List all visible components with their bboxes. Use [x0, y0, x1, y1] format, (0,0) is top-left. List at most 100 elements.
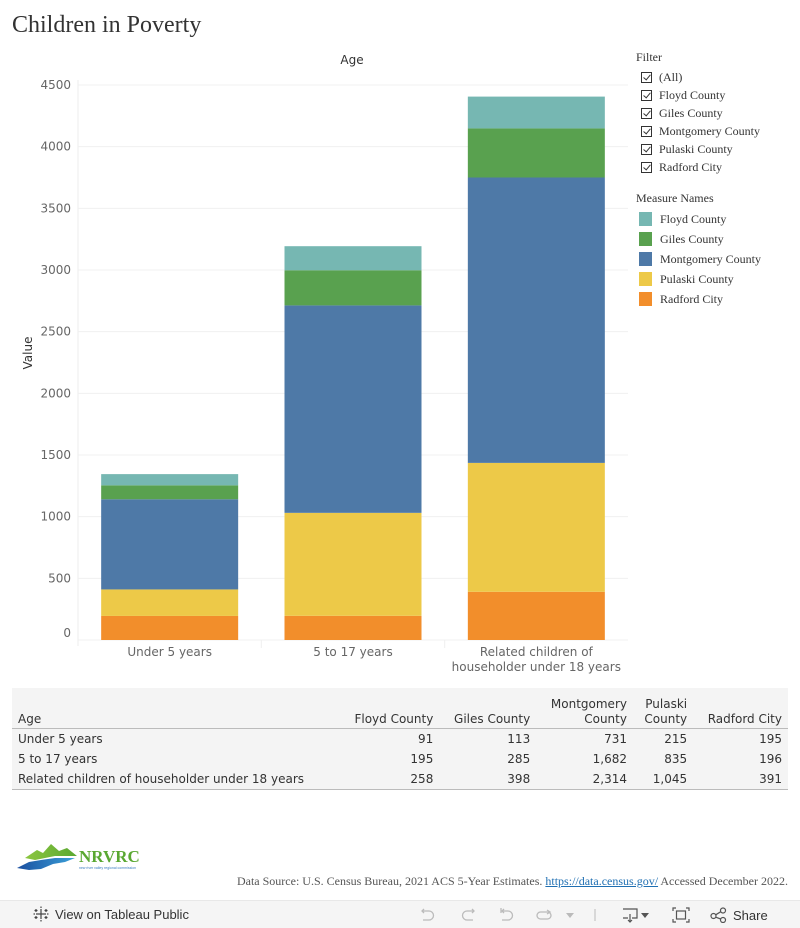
dashboard-title: Children in Poverty [12, 12, 202, 38]
y-tick-label: 0 [63, 626, 71, 640]
filter-item-label: Giles County [659, 105, 723, 120]
logo-text: NRVRC [79, 847, 140, 866]
filter-item[interactable]: Giles County [636, 104, 760, 122]
legend-item-label: Montgomery County [660, 251, 761, 266]
row-label: Related children of householder under 18… [12, 769, 340, 790]
checkbox-checked-icon[interactable] [641, 89, 652, 101]
bar-segment-pulaski-county[interactable] [101, 589, 239, 616]
legend-item-label: Pulaski County [660, 271, 734, 286]
share-button[interactable]: Share [710, 905, 768, 925]
bar-segment-giles-county[interactable] [284, 270, 422, 306]
revert-icon[interactable] [498, 905, 516, 925]
checkbox-checked-icon[interactable] [641, 143, 652, 155]
legend-item[interactable]: Radford City [636, 289, 761, 309]
column-header[interactable]: Floyd County [339, 688, 440, 729]
table-cell: 215 [664, 732, 688, 746]
tableau-logo-icon [33, 906, 49, 922]
bar-segment-montgomery-county[interactable] [467, 177, 605, 463]
y-tick-label: 1500 [40, 448, 71, 462]
refresh-icon[interactable] [535, 905, 555, 925]
legend-item-label: Floyd County [660, 211, 727, 226]
checkbox-checked-icon[interactable] [641, 107, 652, 119]
table-cell: 731 [604, 732, 627, 746]
data-source-note: Data Source: U.S. Census Bureau, 2021 AC… [237, 874, 788, 889]
column-header[interactable]: Pulaski County [632, 688, 694, 729]
row-label: 5 to 17 years [18, 752, 98, 766]
checkbox-checked-icon[interactable] [641, 125, 652, 137]
legend-item-label: Radford City [660, 291, 723, 306]
bar-segment-montgomery-county[interactable] [101, 499, 239, 590]
table-cell: 258 [339, 769, 440, 790]
filter-item-label: Radford City [659, 159, 722, 174]
y-tick-label: 4000 [40, 140, 71, 154]
y-tick-label: 1000 [40, 510, 71, 524]
column-header-line: Pulaski [645, 697, 688, 711]
column-header[interactable]: Radford City [693, 688, 788, 729]
dropdown-arrow-icon[interactable] [565, 905, 575, 925]
legend-item[interactable]: Pulaski County [636, 269, 761, 289]
bar-segment-radford-city[interactable] [467, 591, 605, 640]
bar-stack[interactable] [284, 246, 422, 640]
toolbar-separator [594, 905, 596, 925]
table-row: 5 to 17 years 195 285 1,682 835 196 [12, 749, 788, 769]
bar-segment-radford-city[interactable] [101, 615, 239, 640]
column-header-line: Montgomery [550, 697, 627, 711]
bar-stack[interactable] [467, 96, 605, 640]
legend-item[interactable]: Montgomery County [636, 249, 761, 269]
source-suffix: Accessed December 2022. [658, 874, 788, 888]
bar-segment-pulaski-county[interactable] [284, 512, 422, 616]
checkbox-checked-icon[interactable] [641, 71, 652, 83]
filter-item[interactable]: Pulaski County [636, 140, 760, 158]
x-category-label: Related children of [480, 645, 594, 659]
bar-segment-radford-city[interactable] [284, 615, 422, 640]
x-axis-categories: Under 5 years 5 to 17 years Related childr… [127, 645, 621, 674]
y-axis-ticks: 0 500 1000 1500 2000 2500 3000 3500 4000 4500 [40, 78, 71, 640]
y-tick-label: 500 [48, 571, 71, 585]
x-category-label: 5 to 17 years [313, 645, 392, 659]
stacked-bar-chart: Age Value 0 500 1000 1500 2000 2500 3000 3500 40… [21, 53, 628, 674]
bar-segment-montgomery-county[interactable] [284, 305, 422, 513]
bar-segment-giles-county[interactable] [101, 485, 239, 500]
legend-header: Measure Names [636, 191, 714, 205]
x-category-label: householder under 18 years [452, 660, 621, 674]
table-row: Under 5 years 91 113 731 215 195 [12, 729, 788, 750]
bars [101, 96, 605, 640]
bar-segment-floyd-county[interactable] [467, 96, 605, 129]
table-cell: 1,682 [592, 752, 627, 766]
filter-item-label: Pulaski County [659, 141, 733, 156]
filter-item[interactable]: Floyd County [636, 86, 760, 104]
table-cell: 195 [410, 752, 434, 766]
bar-stack[interactable] [101, 474, 239, 640]
x-axis-title: Age [340, 53, 363, 67]
undo-icon[interactable] [419, 905, 437, 925]
source-link[interactable]: https://data.census.gov/ [545, 874, 659, 888]
legend-item[interactable]: Floyd County [636, 209, 761, 229]
legend-item[interactable]: Giles County [636, 229, 761, 249]
table-cell: 196 [759, 752, 782, 766]
column-header[interactable]: Montgomery County [536, 688, 633, 729]
download-icon[interactable] [621, 905, 651, 925]
column-header-line: Giles County [454, 712, 531, 726]
filter-header: Filter [636, 50, 662, 64]
bar-segment-floyd-county[interactable] [101, 474, 239, 486]
logo-tagline: new river valley regional commission [79, 866, 136, 870]
filter-item[interactable]: Radford City [636, 158, 760, 176]
redo-icon[interactable] [459, 905, 477, 925]
legend-swatch [639, 292, 652, 306]
fullscreen-icon[interactable] [672, 905, 690, 925]
filter-item[interactable]: (All) [636, 68, 760, 86]
legend-panel: Measure Names Floyd County Giles County Mo… [636, 191, 761, 309]
filter-item-label: Floyd County [659, 87, 726, 102]
filter-item[interactable]: Montgomery County [636, 122, 760, 140]
bar-segment-giles-county[interactable] [467, 128, 605, 178]
bar-segment-floyd-county[interactable] [284, 246, 422, 271]
view-on-tableau-button[interactable]: View on Tableau Public [33, 906, 189, 922]
column-header[interactable]: Giles County [439, 688, 537, 729]
nrvrc-logo: NRVRC new river valley regional commissi… [17, 844, 140, 870]
y-tick-label: 2500 [40, 325, 71, 339]
table-cell: 398 [439, 769, 537, 790]
y-axis-title: Value [21, 337, 35, 370]
bar-segment-pulaski-county[interactable] [467, 462, 605, 592]
column-header[interactable]: Age [12, 688, 340, 729]
checkbox-checked-icon[interactable] [641, 161, 652, 173]
